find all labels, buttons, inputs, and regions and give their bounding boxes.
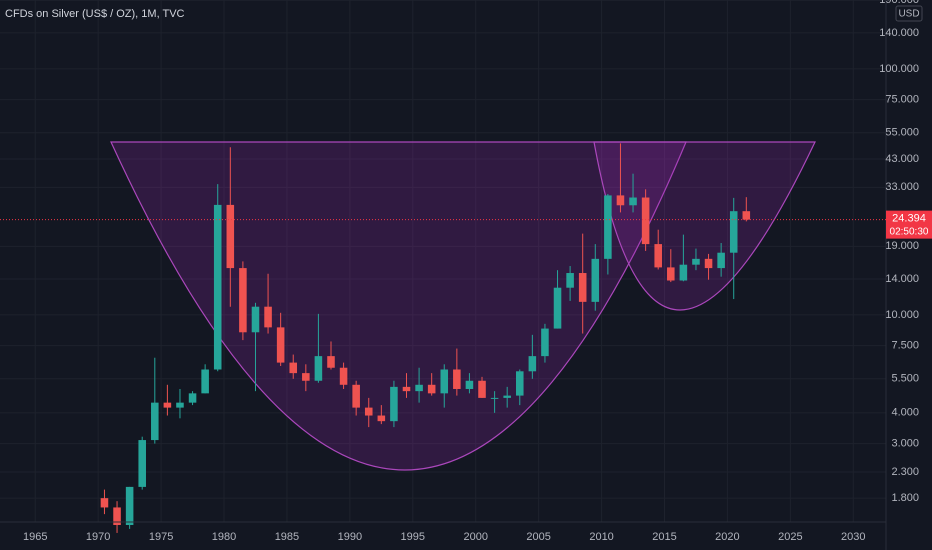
candle-body	[742, 211, 751, 220]
price-label: 24.394	[892, 213, 926, 225]
candle-body	[528, 356, 537, 372]
candle-body	[453, 369, 461, 389]
candle-body	[578, 273, 587, 302]
y-tick-label: 10.000	[885, 309, 919, 321]
x-tick-label: 1980	[212, 531, 236, 543]
candle-body	[377, 415, 386, 422]
candle-body	[566, 273, 574, 288]
candle-body	[339, 367, 348, 385]
x-tick-label: 1965	[23, 531, 47, 543]
y-tick-label: 33.000	[885, 181, 919, 193]
x-tick-label: 1975	[149, 531, 173, 543]
y-tick-label: 100.000	[879, 63, 919, 75]
x-tick-label: 2015	[652, 531, 676, 543]
candle-body	[125, 486, 134, 526]
candle-body	[390, 386, 398, 422]
y-tick-label: 5.500	[891, 373, 919, 385]
candle-body	[654, 244, 662, 268]
candle-body	[679, 264, 688, 281]
candle-body	[264, 306, 272, 328]
candle-body	[151, 402, 159, 441]
candle-body	[427, 384, 436, 394]
candle-body	[490, 397, 499, 399]
y-tick-label: 2.300	[891, 466, 919, 478]
candle-body	[440, 369, 449, 394]
cup-drawing	[110, 141, 687, 471]
y-tick-label: 14.000	[885, 273, 919, 285]
y-tick-label: 7.500	[891, 340, 919, 352]
cup-drawing	[593, 141, 816, 311]
y-tick-label: 1.800	[891, 492, 919, 504]
candle-body	[541, 328, 549, 357]
y-tick-label: 140.000	[879, 27, 919, 39]
candle-body	[327, 356, 335, 368]
candle-body	[465, 380, 474, 389]
x-tick-label: 1985	[275, 531, 299, 543]
candle-body	[402, 386, 411, 392]
candle-body	[251, 306, 260, 333]
grid	[0, 0, 886, 522]
candle-body	[717, 252, 725, 269]
candle-body	[163, 402, 172, 408]
candle-body	[188, 393, 197, 403]
y-tick-label: 55.000	[885, 127, 919, 139]
candle-body	[176, 402, 184, 408]
candle-body	[213, 204, 222, 370]
candle-body	[201, 369, 209, 394]
candle-body	[515, 371, 524, 396]
currency-box[interactable]	[895, 5, 923, 22]
currency: USD	[898, 9, 919, 20]
x-tick-label: 1970	[86, 531, 110, 543]
x-tick-label: 2030	[841, 531, 865, 543]
candle-body	[641, 197, 650, 245]
candle-body	[364, 407, 373, 416]
price-label-box	[886, 210, 932, 239]
candle-body	[415, 384, 423, 392]
x-tick-label: 1995	[401, 531, 425, 543]
chart-title: CFDs on Silver (US$ / OZ), 1M, TVC	[5, 8, 185, 20]
candle-body	[629, 197, 637, 206]
y-tick-label: 43.000	[885, 153, 919, 165]
y-tick-label: 3.000	[891, 437, 919, 449]
y-tick-label: 190.000	[879, 0, 919, 6]
candle-body	[314, 356, 323, 381]
candle-body	[478, 380, 486, 398]
candle-body	[503, 395, 511, 398]
y-tick-label: 75.000	[885, 94, 919, 106]
candle-body	[239, 268, 247, 333]
candle-body	[729, 211, 738, 253]
y-tick-label: 19.000	[885, 240, 919, 252]
candle-body	[553, 287, 562, 329]
candle-body	[692, 258, 700, 265]
x-tick-label: 2020	[715, 531, 739, 543]
candle-body	[138, 440, 146, 487]
y-tick-label: 4.000	[891, 407, 919, 419]
candle-body	[289, 362, 298, 374]
x-tick-label: 2025	[778, 531, 802, 543]
candle-body	[616, 195, 625, 206]
x-tick-label: 2005	[526, 531, 550, 543]
candle-body	[302, 373, 310, 381]
candle-body	[113, 507, 121, 526]
candles	[100, 143, 751, 533]
candle-body	[604, 195, 612, 259]
candle-body	[276, 327, 285, 363]
candle-body	[591, 258, 600, 302]
x-tick-label: 1990	[338, 531, 362, 543]
x-tick-label: 2010	[589, 531, 613, 543]
candle-body	[100, 498, 109, 508]
candle-body	[226, 204, 235, 269]
candle-body	[704, 258, 713, 269]
candle-body	[352, 384, 360, 408]
countdown: 02:50:30	[890, 226, 929, 237]
x-tick-label: 2000	[463, 531, 487, 543]
candle-body	[667, 267, 675, 281]
